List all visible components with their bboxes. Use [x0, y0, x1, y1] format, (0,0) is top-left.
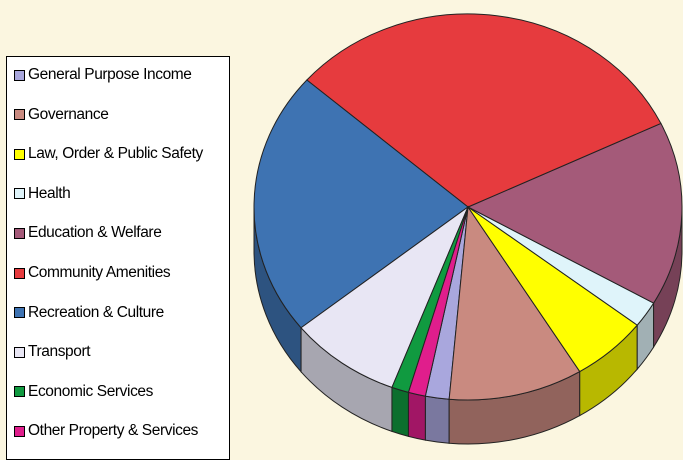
legend-label: Economic Services — [28, 382, 153, 400]
legend-swatch — [14, 307, 25, 319]
legend-item: Governance — [14, 105, 109, 125]
pie-slice — [448, 205, 581, 401]
legend-swatch — [14, 267, 25, 279]
legend-item: Law, Order & Public Safety — [14, 144, 203, 164]
legend-item: General Purpose Income — [14, 65, 192, 85]
legend-label: Community Amenities — [28, 264, 171, 281]
pie-slice-side — [391, 386, 409, 438]
pie-slice — [407, 206, 469, 397]
legend-swatch — [14, 425, 25, 437]
pie-slice — [466, 122, 683, 304]
legend-label: Governance — [28, 105, 109, 123]
legend-label: Transport — [28, 343, 91, 361]
legend-label: General Purpose Income — [28, 66, 192, 83]
pie-slice — [253, 79, 469, 329]
legend-item: Recreation & Culture — [14, 303, 164, 323]
legend-item: Education & Welfare — [14, 223, 162, 243]
legend-label: Recreation & Culture — [28, 303, 164, 321]
legend: General Purpose Income Governance Law, Ord… — [6, 56, 230, 460]
pie-slice-side — [424, 395, 450, 444]
legend-swatch — [14, 386, 25, 398]
legend-swatch — [14, 148, 25, 160]
pie-slice — [300, 205, 470, 389]
legend-swatch — [14, 346, 25, 358]
legend-label: Education & Welfare — [28, 224, 162, 242]
legend-item: Community Amenities — [14, 263, 171, 283]
legend-swatch — [14, 109, 25, 121]
legend-swatch — [14, 188, 25, 200]
legend-label: Health — [28, 184, 71, 202]
pie-sides — [253, 206, 683, 445]
legend-swatch — [14, 69, 25, 81]
legend-item: Health — [14, 184, 71, 204]
pie-top — [253, 13, 683, 401]
legend-item: Economic Services — [14, 382, 153, 402]
legend-label: Law, Order & Public Safety — [28, 145, 203, 163]
legend-item: Transport — [14, 342, 91, 362]
legend-label: Other Property & Services — [28, 422, 199, 440]
legend-swatch — [14, 227, 25, 239]
pie-slice — [306, 13, 662, 208]
legend-item: Other Property & Services — [14, 421, 198, 441]
pie-slice-side — [407, 391, 426, 441]
